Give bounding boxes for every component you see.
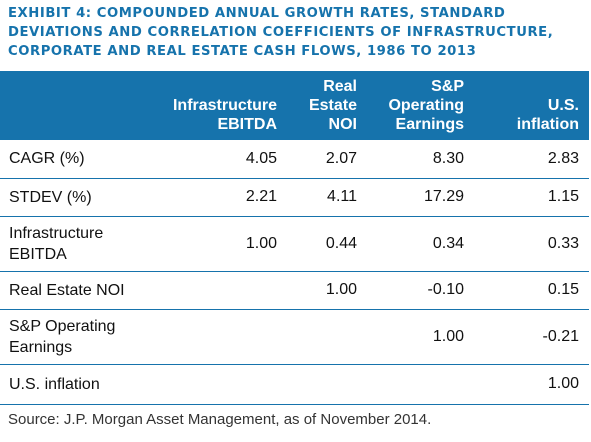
row-label: Real Estate NOI — [0, 271, 161, 309]
row-label: CAGR (%) — [0, 140, 161, 178]
table-cell: -0.10 — [367, 271, 474, 309]
table-cell: 1.15 — [474, 178, 589, 216]
table-cell: 0.44 — [287, 216, 367, 271]
table-cell — [287, 364, 367, 404]
table-cell — [161, 364, 287, 404]
source-note: Source: J.P. Morgan Asset Management, as… — [8, 411, 431, 428]
table-row: S&P Operating Earnings 1.00 -0.21 — [0, 309, 589, 364]
table-row: STDEV (%) 2.21 4.11 17.29 1.15 — [0, 178, 589, 216]
table-row: U.S. inflation 1.00 — [0, 364, 589, 404]
table-cell: 2.83 — [474, 140, 589, 178]
table-cell: 8.30 — [367, 140, 474, 178]
table-cell: 1.00 — [367, 309, 474, 364]
table-cell: 4.05 — [161, 140, 287, 178]
exhibit-title: EXHIBIT 4: COMPOUNDED ANNUAL GROWTH RATE… — [8, 4, 583, 61]
growth-rates-table: Infrastructure EBITDA Real Estate NOI S&… — [0, 71, 589, 405]
header-infrastructure-ebitda: Infrastructure EBITDA — [161, 71, 287, 140]
header-real-estate-noi: Real Estate NOI — [287, 71, 367, 140]
table-cell: 1.00 — [474, 364, 589, 404]
row-label: STDEV (%) — [0, 178, 161, 216]
table-cell: 2.21 — [161, 178, 287, 216]
title-line-1: EXHIBIT 4: COMPOUNDED ANNUAL GROWTH RATE… — [8, 4, 583, 23]
header-us-inflation: U.S. inflation — [474, 71, 589, 140]
table-row: CAGR (%) 4.05 2.07 8.30 2.83 — [0, 140, 589, 178]
table-row: Real Estate NOI 1.00 -0.10 0.15 — [0, 271, 589, 309]
title-line-3: CORPORATE AND REAL ESTATE CASH FLOWS, 19… — [8, 42, 583, 61]
header-cell-empty — [0, 71, 161, 140]
table-cell: -0.21 — [474, 309, 589, 364]
table-cell — [161, 271, 287, 309]
table-cell — [367, 364, 474, 404]
table-cell: 0.15 — [474, 271, 589, 309]
table-cell: 1.00 — [287, 271, 367, 309]
table-cell: 4.11 — [287, 178, 367, 216]
table-header-row: Infrastructure EBITDA Real Estate NOI S&… — [0, 71, 589, 140]
table-cell: 2.07 — [287, 140, 367, 178]
table-row: Infrastructure EBITDA 1.00 0.44 0.34 0.3… — [0, 216, 589, 271]
table-cell — [287, 309, 367, 364]
table-cell: 0.34 — [367, 216, 474, 271]
table-cell: 0.33 — [474, 216, 589, 271]
title-line-2: DEVIATIONS AND CORRELATION COEFFICIENTS … — [8, 23, 583, 42]
table-cell: 1.00 — [161, 216, 287, 271]
row-label: S&P Operating Earnings — [0, 309, 161, 364]
row-label: Infrastructure EBITDA — [0, 216, 161, 271]
row-label: U.S. inflation — [0, 364, 161, 404]
table-cell: 17.29 — [367, 178, 474, 216]
header-sp-operating-earnings: S&P Operating Earnings — [367, 71, 474, 140]
table-cell — [161, 309, 287, 364]
